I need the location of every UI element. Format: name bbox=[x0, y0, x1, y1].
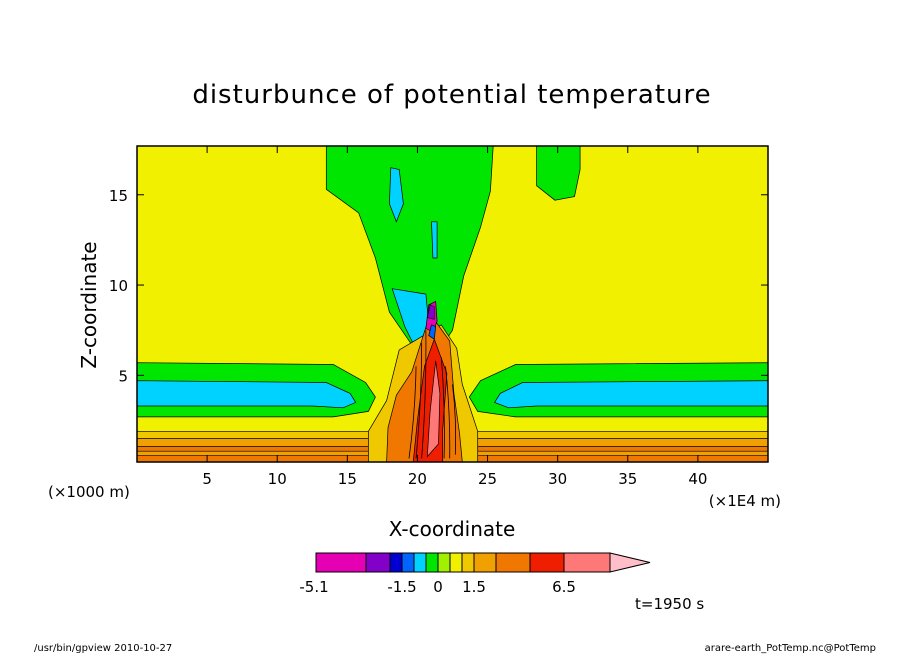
x-scale-label: (×1E4 m) bbox=[709, 492, 781, 510]
green-top-right bbox=[536, 146, 581, 201]
cyan-streak bbox=[431, 221, 438, 259]
x-axis-label: X-coordinate bbox=[389, 517, 516, 541]
colorbar-swatch bbox=[495, 552, 531, 573]
core-contour-4 bbox=[445, 366, 451, 459]
plot-frame bbox=[136, 145, 769, 463]
blue-cold-tip bbox=[428, 324, 437, 340]
colorbar-swatch bbox=[437, 552, 451, 573]
y-axis: 5 10 15 bbox=[109, 187, 768, 385]
colorbar-swatch bbox=[315, 552, 367, 573]
colorbar-swatch bbox=[449, 552, 463, 573]
cyan-plume-top bbox=[389, 167, 404, 223]
colorbar-swatch bbox=[529, 552, 565, 573]
footer-right: arare-earth_PotTemp.nc@PotTemp bbox=[705, 643, 876, 654]
core-contour-1 bbox=[415, 342, 423, 459]
x-axis: 5 10 15 20 25 30 35 40 bbox=[202, 146, 707, 488]
colorbar-tick-label: -5.1 bbox=[299, 578, 328, 596]
x-tick-label: 25 bbox=[478, 470, 497, 488]
colorbar-swatch bbox=[425, 552, 439, 573]
colorbar-tick-label: -1.5 bbox=[387, 578, 416, 596]
colorbar-swatch bbox=[413, 552, 427, 573]
colorbar-tick-label: 0 bbox=[433, 578, 443, 596]
x-unit-label: (×1000 m) bbox=[48, 483, 130, 501]
x-tick-label: 20 bbox=[408, 470, 427, 488]
colorbar: -5.1 -1.5 0 1.5 6.5 bbox=[299, 552, 651, 596]
time-label: t=1950 s bbox=[635, 595, 704, 613]
core-contour-0 bbox=[408, 366, 417, 459]
colorbar-swatch bbox=[473, 552, 497, 573]
core-contour-2 bbox=[421, 330, 427, 459]
colorbar-swatch bbox=[461, 552, 475, 573]
colorbar-swatch bbox=[365, 552, 391, 573]
cyan-layer-left bbox=[137, 380, 357, 409]
y-tick-label: 15 bbox=[109, 187, 128, 205]
x-tick-label: 15 bbox=[338, 470, 357, 488]
y-tick-label: 5 bbox=[118, 367, 128, 385]
colorbar-swatch bbox=[401, 552, 415, 573]
footer-left: /usr/bin/gpview 2010-10-27 bbox=[34, 643, 172, 654]
x-tick-label: 40 bbox=[688, 470, 707, 488]
core-contour-5 bbox=[452, 384, 457, 455]
pink-core bbox=[426, 360, 441, 458]
x-tick-label: 10 bbox=[268, 470, 287, 488]
colorbar-arrow bbox=[609, 552, 651, 573]
colorbar-tick-label: 6.5 bbox=[552, 578, 576, 596]
purple-cold-tip bbox=[426, 304, 435, 320]
x-tick-label: 5 bbox=[202, 470, 212, 488]
y-axis-label: Z-coordinate bbox=[77, 241, 101, 368]
colorbar-swatch bbox=[563, 552, 611, 573]
x-tick-label: 30 bbox=[548, 470, 567, 488]
y-tick-label: 10 bbox=[109, 277, 128, 295]
cyan-layer-right bbox=[494, 380, 768, 409]
core-contour-3 bbox=[440, 357, 445, 459]
colorbar-swatch bbox=[389, 552, 403, 573]
colorbar-tick-label: 1.5 bbox=[462, 578, 486, 596]
chart-title: disturbunce of potential temperature bbox=[192, 80, 711, 110]
plot-area: 5 10 15 20 25 30 35 40 5 10 15 bbox=[109, 145, 769, 488]
contour-field bbox=[137, 146, 768, 462]
x-tick-label: 35 bbox=[618, 470, 637, 488]
